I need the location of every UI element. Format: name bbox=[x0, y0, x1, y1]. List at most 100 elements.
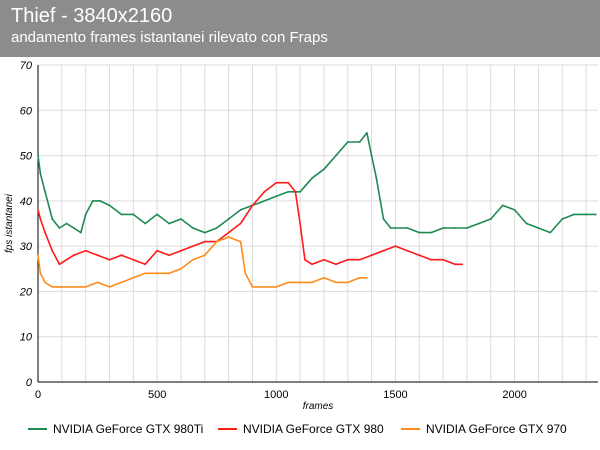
tick-labels: 0 10 20 30 40 50 60 70 0 500 1000 1500 2000 bbox=[19, 60, 527, 401]
data-point bbox=[180, 267, 182, 270]
axes bbox=[37, 65, 598, 383]
data-point bbox=[275, 181, 278, 184]
data-point bbox=[370, 254, 373, 257]
data-point bbox=[244, 272, 247, 275]
y-tick-label: 40 bbox=[20, 196, 33, 208]
data-point bbox=[156, 213, 159, 216]
data-point bbox=[334, 154, 337, 157]
data-point bbox=[501, 204, 504, 207]
data-point bbox=[418, 231, 421, 234]
data-point bbox=[108, 258, 111, 261]
data-point bbox=[44, 190, 47, 193]
data-point bbox=[418, 254, 421, 257]
x-tick-label: 0 bbox=[35, 389, 41, 401]
data-point bbox=[108, 204, 111, 207]
data-point bbox=[549, 231, 552, 234]
legend-item-980: NVIDIA GeForce GTX 980 bbox=[218, 417, 384, 441]
data-point bbox=[65, 222, 68, 225]
data-point bbox=[60, 286, 63, 288]
legend-label-980: NVIDIA GeForce GTX 980 bbox=[243, 422, 384, 436]
data-point bbox=[180, 249, 182, 252]
legend-item-970: NVIDIA GeForce GTX 970 bbox=[401, 417, 567, 441]
data-point bbox=[346, 281, 349, 284]
data-point bbox=[91, 199, 94, 202]
data-point bbox=[156, 272, 159, 275]
data-point bbox=[323, 168, 325, 171]
data-point bbox=[84, 213, 87, 216]
data-point bbox=[120, 281, 123, 284]
data-point bbox=[382, 249, 385, 252]
data-point bbox=[358, 258, 361, 261]
x-axis-label: frames bbox=[303, 401, 334, 412]
data-point bbox=[227, 236, 230, 238]
data-point bbox=[37, 154, 39, 157]
data-point bbox=[58, 263, 61, 266]
legend-item-980ti: NVIDIA GeForce GTX 980Ti bbox=[28, 417, 203, 441]
data-point bbox=[537, 227, 540, 229]
data-point bbox=[227, 218, 230, 220]
y-tick-label: 30 bbox=[20, 241, 33, 253]
data-point bbox=[275, 286, 278, 288]
y-axis-label: fps istantanei bbox=[4, 193, 15, 253]
data-point bbox=[287, 281, 290, 284]
data-point bbox=[311, 177, 313, 180]
data-point bbox=[37, 209, 39, 211]
data-point bbox=[489, 218, 492, 220]
data-point bbox=[406, 227, 409, 229]
data-point bbox=[203, 254, 206, 257]
data-point bbox=[573, 213, 576, 216]
data-point bbox=[303, 258, 306, 261]
data-point bbox=[215, 227, 218, 229]
data-point bbox=[442, 258, 445, 261]
legend-swatch-980 bbox=[218, 428, 237, 430]
data-point bbox=[585, 213, 587, 216]
x-tick-label: 1000 bbox=[264, 389, 288, 401]
data-point bbox=[334, 263, 337, 266]
data-point bbox=[461, 263, 464, 266]
data-point bbox=[346, 141, 349, 143]
data-point bbox=[525, 222, 528, 225]
data-point bbox=[394, 227, 397, 229]
chart-legend: NVIDIA GeForce GTX 980Ti NVIDIA GeForce … bbox=[0, 417, 600, 441]
data-point bbox=[287, 190, 290, 193]
data-point bbox=[79, 231, 82, 234]
x-tick-label: 500 bbox=[148, 389, 166, 401]
data-point bbox=[156, 249, 159, 252]
data-point bbox=[39, 272, 42, 275]
legend-label-980ti: NVIDIA GeForce GTX 980Ti bbox=[53, 422, 204, 436]
data-point bbox=[346, 258, 349, 261]
y-tick-label: 70 bbox=[20, 60, 33, 72]
data-point bbox=[120, 254, 123, 257]
x-tick-label: 2000 bbox=[502, 389, 526, 401]
line-chart: 0 10 20 30 40 50 60 70 0 500 1000 1500 2000 fps ista… bbox=[4, 60, 598, 412]
data-point bbox=[365, 276, 368, 279]
data-point bbox=[454, 263, 456, 266]
data-point bbox=[39, 172, 42, 175]
chart-area: 0 10 20 30 40 50 60 70 0 500 1000 1500 2000 fps ista… bbox=[0, 57, 600, 450]
data-point bbox=[477, 222, 480, 225]
data-point bbox=[44, 231, 47, 234]
data-point bbox=[72, 286, 75, 288]
data-point bbox=[191, 245, 194, 248]
y-tick-label: 50 bbox=[20, 151, 33, 163]
data-point bbox=[191, 258, 194, 261]
data-point bbox=[132, 213, 135, 216]
series-line-0 bbox=[37, 132, 596, 234]
data-point bbox=[144, 272, 147, 275]
data-point bbox=[168, 222, 170, 225]
data-point bbox=[299, 222, 302, 225]
data-point bbox=[168, 272, 170, 275]
grid-lines bbox=[37, 64, 598, 383]
data-point bbox=[454, 227, 456, 229]
data-point bbox=[72, 254, 75, 257]
data-point bbox=[311, 263, 313, 266]
y-tick-label: 0 bbox=[26, 377, 33, 389]
chart-subtitle: andamento frames istantanei rilevato con… bbox=[11, 29, 328, 46]
data-point bbox=[96, 254, 99, 257]
data-point bbox=[251, 286, 254, 288]
data-point bbox=[239, 209, 242, 211]
data-point bbox=[287, 181, 290, 184]
data-point bbox=[406, 249, 409, 252]
data-point bbox=[37, 254, 39, 257]
data-point bbox=[99, 199, 101, 202]
